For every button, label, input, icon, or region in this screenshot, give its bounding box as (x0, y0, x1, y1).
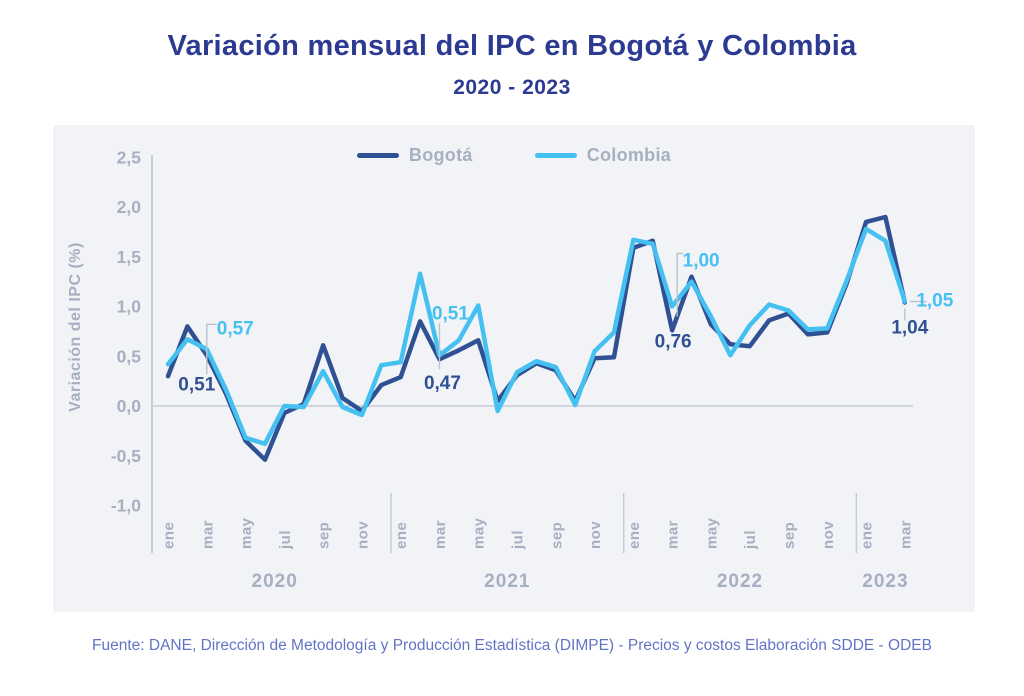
annotation-label: 0,57 (217, 318, 254, 339)
y-tick-label: 0,5 (117, 346, 142, 366)
month-tick-label: ene (626, 522, 643, 549)
year-label: 2020 (252, 571, 298, 592)
legend-swatch-bogota (356, 153, 399, 158)
month-tick-label: may (703, 517, 720, 549)
annotation-label: 0,76 (655, 331, 692, 352)
annotation-label: 0,51 (178, 374, 215, 395)
month-tick-label: sep (548, 522, 565, 549)
month-tick-label: nov (820, 521, 837, 549)
year-label: 2021 (484, 571, 530, 592)
annotation-label: 0,51 (432, 303, 469, 324)
month-tick-label: jul (510, 530, 527, 550)
month-tick-label: sep (781, 522, 798, 549)
y-tick-label: -0,5 (111, 446, 141, 466)
year-label: 2023 (862, 571, 908, 592)
y-tick-label: 1,5 (117, 247, 142, 267)
annotation-connector (676, 252, 684, 317)
annotation-label: 1,00 (683, 251, 720, 272)
month-tick-label: may (471, 517, 488, 549)
year-label: 2022 (717, 571, 763, 592)
legend-item-bogota: Bogotá (356, 145, 473, 166)
month-tick-label: ene (161, 522, 178, 549)
month-tick-label: nov (354, 521, 371, 549)
chart-card: Bogotá Colombia 2,5 2,0 1,5 1,0 0,5 0,0 -0,5 -1… (53, 125, 975, 612)
chart-legend: Bogotá Colombia (53, 145, 975, 166)
month-tick-label: ene (859, 522, 876, 549)
y-tick-label: 1,0 (117, 297, 142, 317)
month-tick-label: jul (742, 530, 759, 550)
chart-svg: 2,5 2,0 1,5 1,0 0,5 0,0 -0,5 -1,0 Variación del … (67, 147, 954, 592)
y-tick-label: 2,5 (117, 147, 142, 167)
month-tick-label: nov (587, 521, 604, 549)
month-tick-label: ene (393, 522, 410, 549)
month-tick-label: may (238, 517, 255, 549)
month-tick-label: mar (199, 520, 216, 549)
series-line-bogotá (165, 214, 908, 462)
source-text: Fuente: DANE, Dirección de Metodología y… (92, 637, 932, 654)
annotation-label: 1,04 (891, 318, 928, 339)
annotation-connector (206, 323, 217, 375)
month-tick-label: mar (665, 520, 682, 549)
series-line-colombia (165, 226, 908, 447)
annotation-label: 1,05 (916, 291, 953, 312)
legend-swatch-colombia (534, 153, 577, 158)
page-subtitle: 2020 - 2023 (453, 76, 571, 99)
month-tick-label: jul (277, 530, 294, 550)
page-title: Variación mensual del IPC en Bogotá y Co… (167, 30, 857, 62)
y-axis-title: Variación del IPC (%) (67, 242, 84, 412)
legend-label-bogota: Bogotá (408, 145, 473, 165)
y-tick-label: 0,0 (117, 396, 142, 416)
y-tick-label: -1,0 (111, 496, 141, 516)
legend-item-colombia: Colombia (534, 145, 672, 166)
y-tick-label: 2,0 (117, 197, 142, 217)
legend-label-colombia: Colombia (586, 145, 672, 165)
annotation-label: 0,47 (424, 373, 461, 394)
month-tick-label: mar (432, 520, 449, 549)
month-tick-label: sep (316, 522, 333, 549)
month-tick-label: mar (897, 520, 914, 549)
